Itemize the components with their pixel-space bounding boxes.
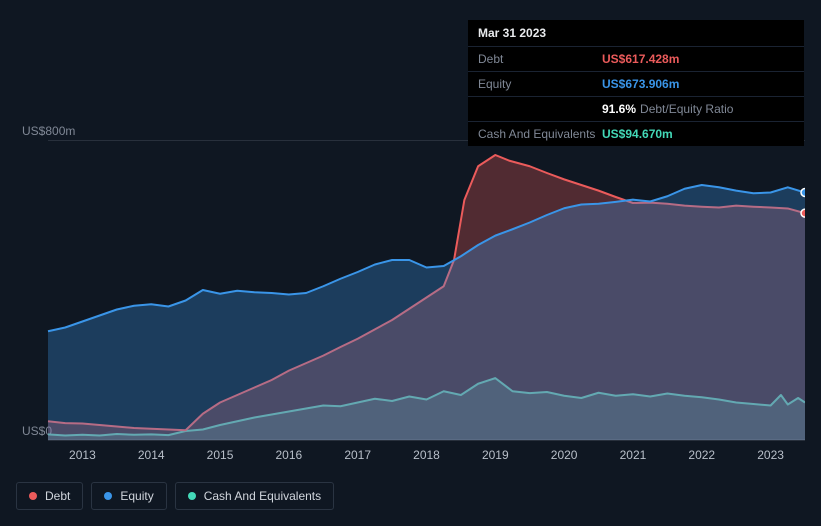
tooltip-row-value: US$94.670m xyxy=(602,127,673,141)
tooltip-rows: DebtUS$617.428mEquityUS$673.906m91.6%Deb… xyxy=(468,46,804,146)
plot-area[interactable] xyxy=(16,140,805,440)
legend-item-debt[interactable]: Debt xyxy=(16,482,83,510)
x-tick: 2019 xyxy=(482,448,509,462)
plot-svg xyxy=(16,140,805,445)
chart-tooltip: Mar 31 2023 DebtUS$617.428mEquityUS$673.… xyxy=(468,20,804,146)
legend-dot-icon xyxy=(29,492,37,500)
tooltip-row-value: US$617.428m xyxy=(602,52,679,66)
tooltip-row-value: 91.6% xyxy=(602,102,636,116)
x-tick: 2013 xyxy=(69,448,96,462)
x-tick: 2017 xyxy=(344,448,371,462)
legend-item-equity[interactable]: Equity xyxy=(91,482,166,510)
tooltip-row-extra: Debt/Equity Ratio xyxy=(640,102,733,116)
legend-label: Debt xyxy=(45,489,70,503)
tooltip-row: DebtUS$617.428m xyxy=(468,46,804,71)
legend-label: Equity xyxy=(120,489,153,503)
legend: Debt Equity Cash And Equivalents xyxy=(16,482,334,510)
x-tick: 2023 xyxy=(757,448,784,462)
debt-equity-chart: Mar 31 2023 DebtUS$617.428mEquityUS$673.… xyxy=(0,0,821,526)
tooltip-row-value: US$673.906m xyxy=(602,77,679,91)
x-tick: 2022 xyxy=(688,448,715,462)
tooltip-row: EquityUS$673.906m xyxy=(468,71,804,96)
tooltip-date: Mar 31 2023 xyxy=(468,20,804,46)
tooltip-row: 91.6% Debt/Equity Ratio xyxy=(468,96,804,121)
x-tick: 2018 xyxy=(413,448,440,462)
legend-dot-icon xyxy=(104,492,112,500)
x-tick: 2016 xyxy=(276,448,303,462)
x-axis: 2013 2014 2015 2016 2017 2018 2019 2020 2021 2022… xyxy=(16,448,805,468)
x-tick: 2014 xyxy=(138,448,165,462)
tooltip-row-label: Equity xyxy=(478,77,602,91)
legend-label: Cash And Equivalents xyxy=(204,489,321,503)
tooltip-row: Cash And EquivalentsUS$94.670m xyxy=(468,121,804,146)
y-axis-max-label: US$800m xyxy=(22,124,75,138)
tooltip-row-label: Debt xyxy=(478,52,602,66)
legend-item-cash[interactable]: Cash And Equivalents xyxy=(175,482,334,510)
tooltip-row-label: Cash And Equivalents xyxy=(478,127,602,141)
legend-dot-icon xyxy=(188,492,196,500)
x-tick: 2020 xyxy=(551,448,578,462)
x-tick: 2021 xyxy=(620,448,647,462)
x-tick: 2015 xyxy=(207,448,234,462)
